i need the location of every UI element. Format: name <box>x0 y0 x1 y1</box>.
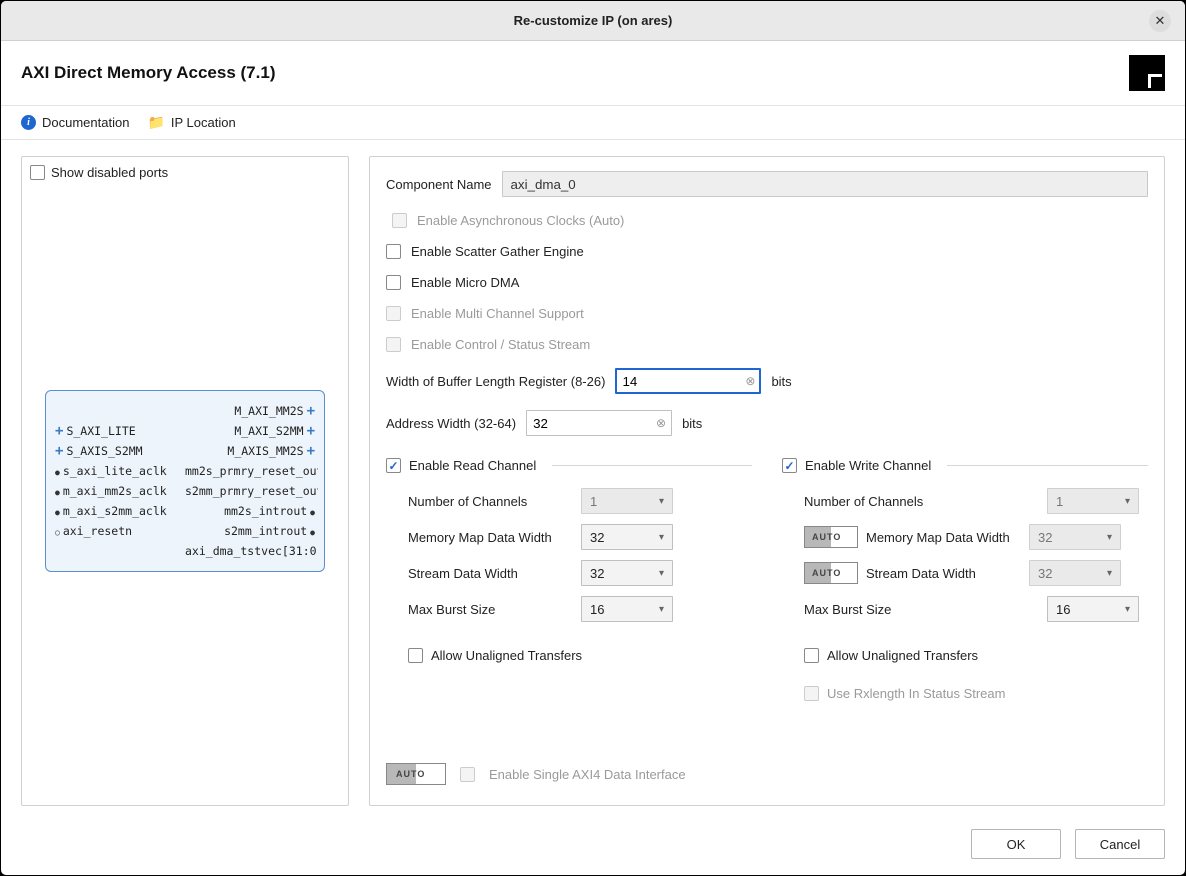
ip-location-label: IP Location <box>171 115 236 130</box>
enable-micro-dma-checkbox[interactable] <box>386 275 401 290</box>
write-mm-width-label: Memory Map Data Width <box>866 530 1021 545</box>
port-s-axis-s2mm: S_AXIS_S2MM <box>66 444 142 458</box>
component-name-input <box>502 171 1149 197</box>
enable-write-channel-label: Enable Write Channel <box>805 458 931 473</box>
enable-micro-dma-label: Enable Micro DMA <box>411 275 519 290</box>
component-name-label: Component Name <box>386 177 492 192</box>
write-stream-width-label: Stream Data Width <box>866 566 1021 581</box>
left-panel: Show disabled ports M_AXI_MM2S+ +S_AXI_L… <box>21 156 349 806</box>
enable-read-channel-label: Enable Read Channel <box>409 458 536 473</box>
documentation-link[interactable]: i Documentation <box>21 115 129 130</box>
auto-badge-mm[interactable]: AUTO <box>804 526 858 548</box>
read-channel-group: Enable Read Channel Number of Channels 1… <box>386 458 752 715</box>
clear-icon[interactable]: ⊗ <box>745 374 755 388</box>
write-max-burst-select[interactable]: 16▾ <box>1047 596 1139 622</box>
port-mm2s-reset: mm2s_prmry_reset_out_n <box>185 464 318 478</box>
read-mm-width-select[interactable]: 32▾ <box>581 524 673 550</box>
write-num-channels-label: Number of Channels <box>804 494 969 509</box>
addr-width-input[interactable] <box>526 410 672 436</box>
cancel-button[interactable]: Cancel <box>1075 829 1165 859</box>
write-allow-unaligned-checkbox[interactable] <box>804 648 819 663</box>
write-max-burst-label: Max Burst Size <box>804 602 969 617</box>
read-stream-width-label: Stream Data Width <box>408 566 573 581</box>
port-m-axi-s2mm: M_AXI_S2MM <box>234 424 303 438</box>
write-stream-width-select: 32▾ <box>1029 560 1121 586</box>
ip-location-link[interactable]: 📁 IP Location <box>147 114 235 131</box>
port-m-axi-mm2s-aclk: m_axi_mm2s_aclk <box>63 484 167 498</box>
write-num-channels-select: 1▾ <box>1047 488 1139 514</box>
enable-sg-label: Enable Scatter Gather Engine <box>411 244 584 259</box>
port-s2mm-introut: s2mm_introut <box>224 524 307 538</box>
ok-button[interactable]: OK <box>971 829 1061 859</box>
content: Show disabled ports M_AXI_MM2S+ +S_AXI_L… <box>1 140 1185 822</box>
buf-len-label: Width of Buffer Length Register (8-26) <box>386 374 605 389</box>
show-disabled-ports-checkbox[interactable] <box>30 165 45 180</box>
enable-read-channel-checkbox[interactable] <box>386 458 401 473</box>
port-s-axi-lite-aclk: s_axi_lite_aclk <box>63 464 167 478</box>
buf-len-input[interactable] <box>615 368 761 394</box>
close-button[interactable]: ✕ <box>1149 10 1171 32</box>
write-mm-width-select: 32▾ <box>1029 524 1121 550</box>
auto-badge-stream[interactable]: AUTO <box>804 562 858 584</box>
enable-single-axi4-label: Enable Single AXI4 Data Interface <box>489 767 686 782</box>
read-stream-width-select[interactable]: 32▾ <box>581 560 673 586</box>
dialog-window: Re-customize IP (on ares) ✕ AXI Direct M… <box>0 0 1186 876</box>
addr-width-label: Address Width (32-64) <box>386 416 516 431</box>
enable-control-status-checkbox <box>386 337 401 352</box>
enable-async-clocks-label: Enable Asynchronous Clocks (Auto) <box>417 213 624 228</box>
titlebar: Re-customize IP (on ares) ✕ <box>1 1 1185 41</box>
window-title: Re-customize IP (on ares) <box>514 13 673 28</box>
toolbar: i Documentation 📁 IP Location <box>1 106 1185 140</box>
enable-async-clocks-checkbox <box>392 213 407 228</box>
port-m-axis-mm2s: M_AXIS_MM2S <box>227 444 303 458</box>
read-num-channels-label: Number of Channels <box>408 494 573 509</box>
read-allow-unaligned-label: Allow Unaligned Transfers <box>431 648 582 663</box>
info-icon: i <box>21 115 36 130</box>
port-s-axi-lite: S_AXI_LITE <box>66 424 135 438</box>
right-panel: Component Name Enable Asynchronous Clock… <box>369 156 1165 806</box>
amd-logo <box>1129 55 1165 91</box>
enable-single-axi4-checkbox <box>460 767 475 782</box>
read-allow-unaligned-checkbox[interactable] <box>408 648 423 663</box>
page-title: AXI Direct Memory Access (7.1) <box>21 63 275 83</box>
port-s2mm-reset: s2mm_prmry_reset_out_n <box>185 484 318 498</box>
use-rxlength-label: Use Rxlength In Status Stream <box>827 686 1005 701</box>
read-max-burst-select[interactable]: 16▾ <box>581 596 673 622</box>
header: AXI Direct Memory Access (7.1) <box>1 41 1185 106</box>
use-rxlength-checkbox <box>804 686 819 701</box>
enable-multi-channel-label: Enable Multi Channel Support <box>411 306 584 321</box>
close-icon: ✕ <box>1155 13 1166 29</box>
enable-control-status-label: Enable Control / Status Stream <box>411 337 590 352</box>
port-m-axi-s2mm-aclk: m_axi_s2mm_aclk <box>63 504 167 518</box>
clear-icon[interactable]: ⊗ <box>656 416 666 430</box>
channel-fieldset: Enable Read Channel Number of Channels 1… <box>386 458 1148 715</box>
read-mm-width-label: Memory Map Data Width <box>408 530 573 545</box>
enable-write-channel-checkbox[interactable] <box>782 458 797 473</box>
show-disabled-ports-label: Show disabled ports <box>51 165 168 180</box>
read-max-burst-label: Max Burst Size <box>408 602 573 617</box>
enable-multi-channel-checkbox <box>386 306 401 321</box>
write-channel-group: Enable Write Channel Number of Channels … <box>782 458 1148 715</box>
port-mm2s-introut: mm2s_introut <box>224 504 307 518</box>
folder-icon: 📁 <box>147 114 164 131</box>
read-num-channels-select: 1▾ <box>581 488 673 514</box>
block-diagram: M_AXI_MM2S+ +S_AXI_LITEM_AXI_S2MM+ +S_AX… <box>45 390 325 572</box>
port-tstvec: axi_dma_tstvec[31:0] <box>185 544 318 558</box>
bits-label-2: bits <box>682 416 702 431</box>
auto-toggle-single-axi4[interactable]: AUTO <box>386 763 446 785</box>
port-axi-resetn: axi_resetn <box>63 524 132 538</box>
port-m-axi-mm2s: M_AXI_MM2S <box>234 404 303 418</box>
bottom-options: AUTO Enable Single AXI4 Data Interface <box>386 763 686 785</box>
documentation-label: Documentation <box>42 115 129 130</box>
bits-label-1: bits <box>771 374 791 389</box>
write-allow-unaligned-label: Allow Unaligned Transfers <box>827 648 978 663</box>
footer: OK Cancel <box>971 829 1165 859</box>
enable-sg-checkbox[interactable] <box>386 244 401 259</box>
